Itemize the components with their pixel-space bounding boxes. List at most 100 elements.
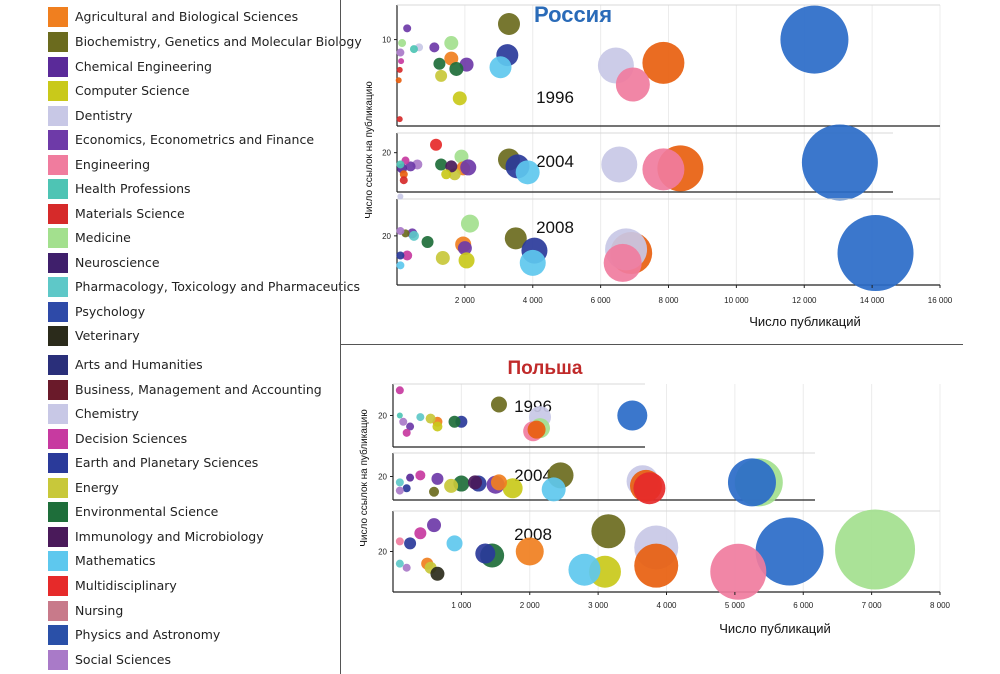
- x-tick-label: 4 000: [656, 601, 677, 610]
- data-point: [396, 66, 403, 73]
- x-tick-label: 6 000: [591, 296, 612, 305]
- data-point: [397, 193, 404, 200]
- legend-label: Physics and Astronomy: [75, 627, 221, 642]
- legend-label: Decision Sciences: [75, 431, 188, 446]
- legend-label: Earth and Planetary Sciences: [75, 455, 259, 470]
- data-point: [435, 158, 448, 171]
- y-tick-label: 20: [382, 232, 391, 241]
- data-point: [780, 5, 849, 74]
- legend-label: Computer Science: [75, 83, 190, 98]
- data-point: [416, 413, 425, 422]
- legend-swatch: [48, 551, 68, 571]
- data-point: [399, 176, 408, 185]
- data-point: [642, 148, 685, 191]
- data-point: [541, 477, 566, 502]
- legend-swatch: [48, 478, 68, 498]
- data-point: [432, 421, 443, 432]
- data-point: [755, 517, 824, 586]
- x-tick-label: 5 000: [725, 601, 746, 610]
- data-point: [460, 214, 479, 233]
- y-axis-label: Число ссылок на публикацию: [358, 409, 370, 547]
- legend-label: Mathematics: [75, 553, 156, 568]
- legend-swatch: [48, 404, 68, 424]
- data-point: [395, 478, 404, 487]
- data-point: [615, 67, 650, 102]
- data-point: [801, 124, 878, 201]
- legend-label: Medicine: [75, 230, 131, 245]
- data-point: [396, 412, 403, 419]
- data-point: [489, 56, 512, 79]
- data-point: [402, 428, 411, 437]
- data-point: [454, 149, 469, 164]
- legend-swatch: [48, 81, 68, 101]
- data-point: [527, 420, 546, 439]
- chart-title: Россия: [534, 2, 612, 27]
- legend-swatch: [48, 576, 68, 596]
- panel-year-label: 1996: [536, 88, 574, 107]
- legend-swatch: [48, 228, 68, 248]
- legend-label: Engineering: [75, 157, 150, 172]
- data-point: [515, 537, 544, 566]
- x-tick-label: 2 000: [520, 601, 541, 610]
- data-point: [591, 514, 626, 549]
- y-tick-label: 10: [382, 36, 391, 45]
- data-point: [402, 250, 413, 261]
- data-point: [457, 241, 472, 256]
- data-point: [429, 486, 440, 497]
- legend-label: Materials Science: [75, 206, 185, 221]
- panel-year-label: 2004: [514, 466, 552, 485]
- data-point: [395, 559, 404, 568]
- x-tick-label: 8 000: [930, 601, 951, 610]
- data-point: [395, 386, 404, 395]
- data-point: [396, 251, 405, 260]
- legend-label: Immunology and Microbiology: [75, 529, 264, 544]
- horizontal-divider: [341, 344, 963, 345]
- data-point: [431, 472, 444, 485]
- legend-label: Chemistry: [75, 406, 139, 421]
- data-point: [601, 146, 638, 183]
- x-tick-label: 16 000: [928, 296, 953, 305]
- legend-swatch: [48, 355, 68, 375]
- data-point: [837, 215, 914, 292]
- data-point: [402, 563, 411, 572]
- legend-label: Arts and Humanities: [75, 357, 203, 372]
- data-point: [515, 160, 540, 185]
- legend-label: Business, Management and Accounting: [75, 382, 322, 397]
- legend-label: Psychology: [75, 304, 146, 319]
- legend-label: Veterinary: [75, 328, 140, 343]
- data-point: [409, 45, 418, 54]
- data-point: [568, 553, 601, 586]
- data-point: [399, 417, 408, 426]
- data-point: [406, 422, 415, 431]
- legend-swatch: [48, 7, 68, 27]
- data-point: [435, 69, 448, 82]
- data-point: [617, 400, 648, 431]
- y-tick-label: 20: [378, 548, 387, 557]
- data-point: [398, 39, 407, 48]
- x-tick-label: 14 000: [860, 296, 885, 305]
- data-point: [396, 160, 405, 169]
- data-point: [490, 474, 507, 491]
- data-point: [458, 252, 475, 269]
- legend-swatch: [48, 32, 68, 52]
- data-point: [403, 24, 412, 33]
- legend-label: Pharmacology, Toxicology and Pharmaceuti…: [75, 279, 360, 294]
- legend-label: Economics, Econometrics and Finance: [75, 132, 315, 147]
- data-point: [414, 527, 427, 540]
- x-tick-label: 1 000: [451, 601, 472, 610]
- data-point: [430, 566, 445, 581]
- legend-label: Nursing: [75, 603, 124, 618]
- legend-label: Health Professions: [75, 181, 191, 196]
- data-point: [395, 486, 404, 495]
- data-point: [433, 57, 446, 70]
- legend-swatch: [48, 106, 68, 126]
- data-point: [519, 249, 546, 276]
- legend-swatch: [48, 527, 68, 547]
- data-point: [449, 61, 464, 76]
- legend-label: Energy: [75, 480, 119, 495]
- data-point: [396, 226, 405, 235]
- data-point: [727, 458, 776, 507]
- x-tick-label: 2 000: [455, 296, 476, 305]
- data-point: [425, 413, 436, 424]
- data-point: [460, 159, 477, 176]
